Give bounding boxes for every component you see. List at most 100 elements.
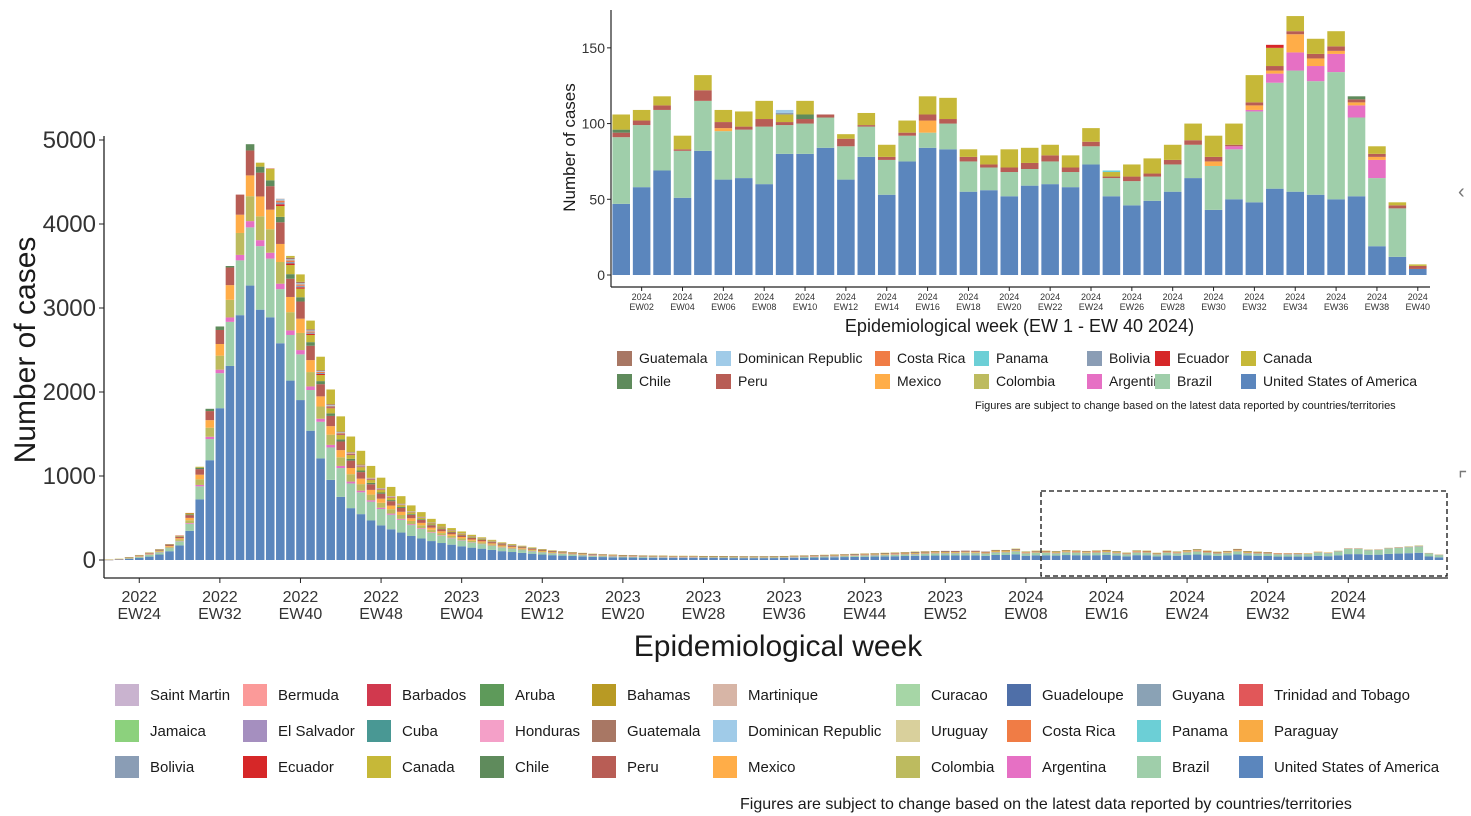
inset-bar-segment-canada [1163,144,1182,160]
main-bar-segment-mexico [1192,550,1202,551]
main-bar-week-84 [951,550,960,560]
main-bar-week-58 [689,555,698,560]
main-bar-segment-peru [558,552,567,553]
main-bar-segment-united-states-of-america [124,558,134,560]
main-legend-item-martinique: Martinique [713,684,818,706]
main-bar-week-122 [1333,550,1343,560]
main-bar-week-72 [830,554,839,560]
legend-swatch [243,684,267,706]
main-bar-segment-peru [1031,551,1041,552]
inset-bar-segment-chile [796,114,814,120]
inset-bar-segment-united-states-of-america [939,149,957,275]
main-bar-week-5 [155,549,164,560]
main-bar-week-44 [548,550,557,560]
main-bar-segment-united-states-of-america [1021,555,1031,560]
main-bar-segment-canada [477,538,487,540]
main-bar-segment-costa-rica [276,200,285,203]
main-bar-segment-peru [276,222,285,244]
main-bar-week-57 [679,555,688,560]
main-bar-segment-united-states-of-america [941,555,950,560]
main-bar-segment-mexico [175,538,184,540]
main-bar-week-28 [386,486,396,560]
legend-label: Curacao [931,686,988,704]
legend-swatch [1137,756,1161,778]
inset-axes: 0501001502024EW022024EW042024EW062024EW0… [582,10,1430,312]
main-bar-segment-mexico [467,539,477,541]
main-bar-segment-united-states-of-america [195,499,204,560]
main-bar-segment-other [487,539,497,541]
main-bar-segment-other [417,512,426,517]
main-bar-segment-brazil [225,321,235,366]
main-bar-segment-chile [185,514,194,516]
inset-x-tick-week: EW22 [1038,302,1063,312]
main-bar-segment-brazil [930,553,940,556]
main-bar-segment-guatemala [346,452,356,453]
main-bar-segment-peru [910,552,920,554]
main-bar-segment-bolivia [336,433,346,435]
inset-bar-segment-canada [1388,202,1407,206]
main-bar-segment-peru [296,301,305,319]
main-bar-segment-brazil [265,258,275,318]
main-bar-segment-peru [356,472,366,479]
main-bar-segment-colombia [517,548,527,550]
inset-bar-ew35 [1306,38,1325,275]
inset-x-tick-year: 2024 [1163,292,1183,302]
inset-x-tick-week: EW40 [1406,302,1431,312]
main-bar-segment-chile [386,500,396,502]
legend-swatch [713,684,737,706]
inset-bar-segment-united-states-of-america [980,190,998,275]
inset-bar-segment-united-states-of-america [1163,191,1182,275]
main-bar-segment-peru [1061,550,1071,552]
legend-swatch [896,756,920,778]
main-bar-week-25 [356,450,366,560]
inset-legend-item-costa-rica: Costa Rica [875,350,965,366]
main-bar-segment-peru [205,411,215,421]
main-bar-segment-colombia [255,216,265,241]
main-bar-segment-united-states-of-america [799,557,809,560]
legend-label: Guatemala [639,350,708,366]
legend-swatch [1087,350,1102,366]
inset-bar-segment-canada [1123,164,1141,177]
inset-x-tick-year: 2024 [1122,292,1142,302]
main-bar-segment-chile [326,413,335,416]
main-bar-segment-argentina [255,240,265,247]
inset-bar-segment-argentina [1245,109,1264,112]
legend-swatch [367,756,391,778]
inset-bar-segment-peru [1041,155,1059,162]
inset-bar-segment-brazil [837,146,855,180]
main-bar-segment-brazil [437,535,446,544]
main-bar-segment-peru [467,537,477,540]
main-bar-segment-united-states-of-america [638,557,648,560]
main-bar-segment-chile [407,514,416,515]
legend-label: Canada [1263,350,1313,366]
main-bar-segment-ecuador [346,454,356,456]
main-x-tick-year: 2023 [444,589,480,606]
main-bar-segment-brazil [1092,552,1101,556]
legend-label: United States of America [1274,758,1440,776]
inset-bar-segment-canada [939,97,957,120]
main-bar-segment-peru [548,551,557,553]
legend-label: Brazil [1177,373,1213,389]
main-bar-segment-canada [376,490,386,493]
main-bar-segment-brazil [134,556,144,558]
legend-swatch [367,684,391,706]
main-bar-segment-argentina [326,444,335,448]
inset-bar-segment-peru [1266,66,1284,71]
main-bar-segment-united-states-of-america [457,546,466,560]
main-bar-segment-mexico [336,450,346,458]
main-bar-week-125 [1364,549,1373,560]
main-bar-segment-brazil [618,556,628,558]
inset-bar-segment-argentina [1327,53,1345,73]
main-bar-segment-brazil [1303,553,1313,557]
main-bar-segment-mexico [427,527,436,530]
main-bar-segment-united-states-of-america [1233,554,1242,560]
main-bar-segment-colombia [1142,552,1152,553]
main-legend-item-jamaica: Jamaica [115,720,206,742]
main-bar-segment-brazil [376,508,386,526]
main-bar-week-92 [1031,550,1041,560]
main-bar-segment-united-states-of-america [810,557,819,560]
inset-bar-segment-brazil [1184,144,1202,179]
legend-swatch [617,373,632,389]
inset-legend-item-colombia: Colombia [974,373,1055,389]
main-bar-segment-colombia [215,355,225,370]
